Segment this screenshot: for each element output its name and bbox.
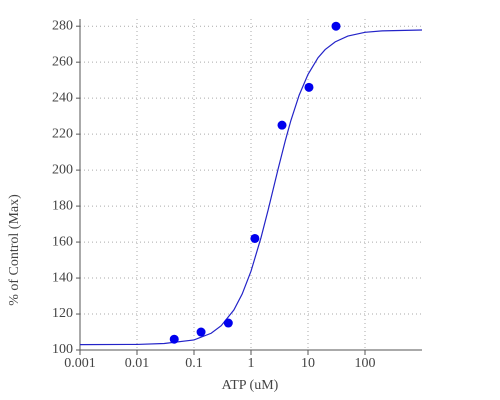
- y-tick-label: 280: [52, 18, 73, 33]
- data-point: [196, 327, 206, 337]
- y-tick-label: 240: [52, 90, 73, 105]
- y-tick-label: 200: [52, 162, 73, 177]
- x-tick-label: 1: [248, 356, 255, 371]
- y-tick-label: 260: [52, 54, 73, 69]
- y-tick-label: 120: [52, 306, 73, 321]
- x-tick-label: 100: [355, 356, 376, 371]
- data-point: [250, 233, 260, 243]
- data-point: [304, 82, 314, 92]
- x-tick-label: 10: [301, 356, 315, 371]
- fit-line: [79, 29, 423, 346]
- data-point: [277, 120, 287, 130]
- x-axis-label: ATP (uM): [222, 378, 279, 393]
- data-point: [223, 318, 233, 328]
- x-tick-label: 0.001: [64, 356, 96, 371]
- x-tick-label: 0.1: [185, 356, 203, 371]
- y-tick-label: 180: [52, 198, 73, 213]
- y-tick-label: 160: [52, 234, 73, 249]
- data-point: [169, 334, 179, 344]
- y-tick-label: 220: [52, 126, 73, 141]
- y-tick-label: 140: [52, 270, 73, 285]
- y-axis-label: % of Control (Max): [7, 194, 22, 306]
- x-tick-label: 0.01: [125, 356, 150, 371]
- data-point: [331, 21, 341, 31]
- y-tick-label: 100: [52, 342, 73, 357]
